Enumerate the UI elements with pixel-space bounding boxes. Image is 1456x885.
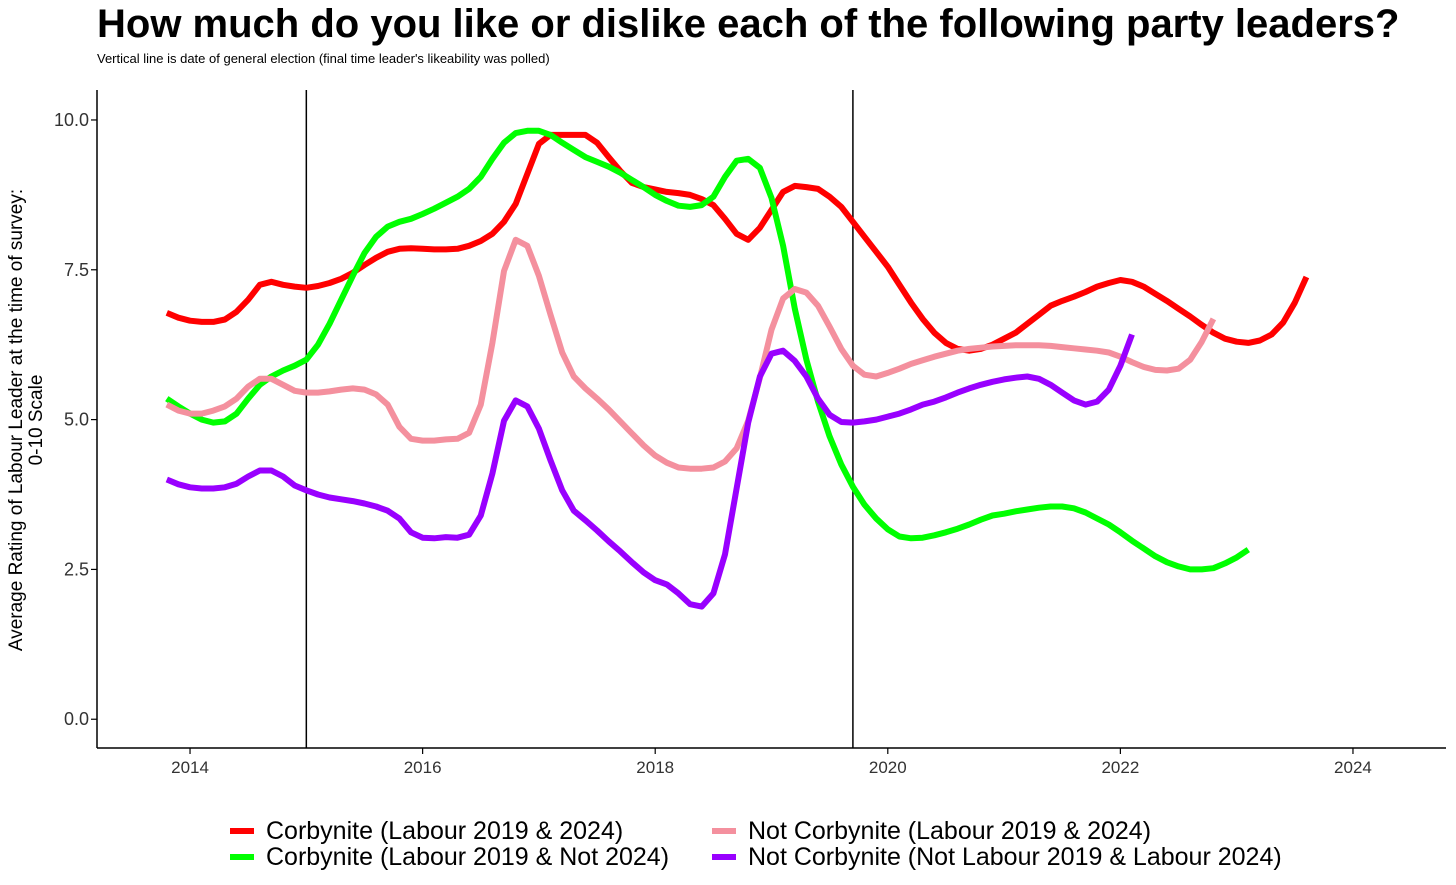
legend-key [712, 854, 736, 860]
y-axis-ticks: 0.0 2.5 5.0 7.5 10.0 [54, 110, 97, 729]
y-tick-label: 0.0 [64, 709, 89, 729]
legend-label: Corbynite (Labour 2019 & Not 2024) [266, 843, 670, 871]
series-line-1 [165, 131, 1310, 354]
x-tick-label: 2020 [869, 758, 907, 777]
x-tick-label: 2016 [404, 758, 442, 777]
legend-item-4: Not Corbynite (Not Labour 2019 & Labour … [712, 844, 1282, 870]
legend-key [230, 854, 254, 860]
y-tick-label: 7.5 [64, 260, 89, 280]
x-axis-ticks: 2014 2016 2018 2020 2022 2024 [171, 748, 1372, 777]
legend-label: Not Corbynite (Not Labour 2019 & Labour … [748, 843, 1282, 871]
x-tick-label: 2022 [1101, 758, 1139, 777]
legend-item-2: Corbynite (Labour 2019 & Not 2024) [230, 844, 669, 870]
y-axis-title: Average Rating of Labour Leader at the t… [6, 189, 47, 651]
legend-label: Corbynite (Labour 2019 & 2024) [266, 817, 624, 845]
y-tick-label: 2.5 [64, 559, 89, 579]
x-tick-label: 2018 [636, 758, 674, 777]
series-lines [165, 127, 1310, 610]
election-lines [305, 90, 854, 748]
chart-subtitle: Vertical line is date of general electio… [97, 51, 550, 66]
x-tick-label: 2024 [1334, 758, 1372, 777]
legend: Corbynite (Labour 2019 & 2024) Not Corbyn… [230, 818, 1380, 878]
series-line-4 [165, 333, 1135, 610]
series-line-3 [165, 236, 1217, 472]
y-axis-title-line-2: 0-10 Scale [26, 375, 47, 466]
chart-title: How much do you like or dislike each of … [97, 2, 1400, 46]
y-axis-title-line-1: Average Rating of Labour Leader at the t… [6, 189, 27, 651]
legend-key [712, 828, 736, 834]
x-tick-label: 2014 [171, 758, 209, 777]
y-tick-label: 10.0 [54, 110, 89, 130]
legend-item-3: Not Corbynite (Labour 2019 & 2024) [712, 818, 1151, 844]
legend-item-1: Corbynite (Labour 2019 & 2024) [230, 818, 623, 844]
y-tick-label: 5.0 [64, 410, 89, 430]
legend-key [230, 828, 254, 834]
legend-label: Not Corbynite (Labour 2019 & 2024) [748, 817, 1152, 845]
series-line-2 [165, 127, 1250, 573]
line-chart: Average Rating of Labour Leader at the t… [6, 90, 1446, 777]
